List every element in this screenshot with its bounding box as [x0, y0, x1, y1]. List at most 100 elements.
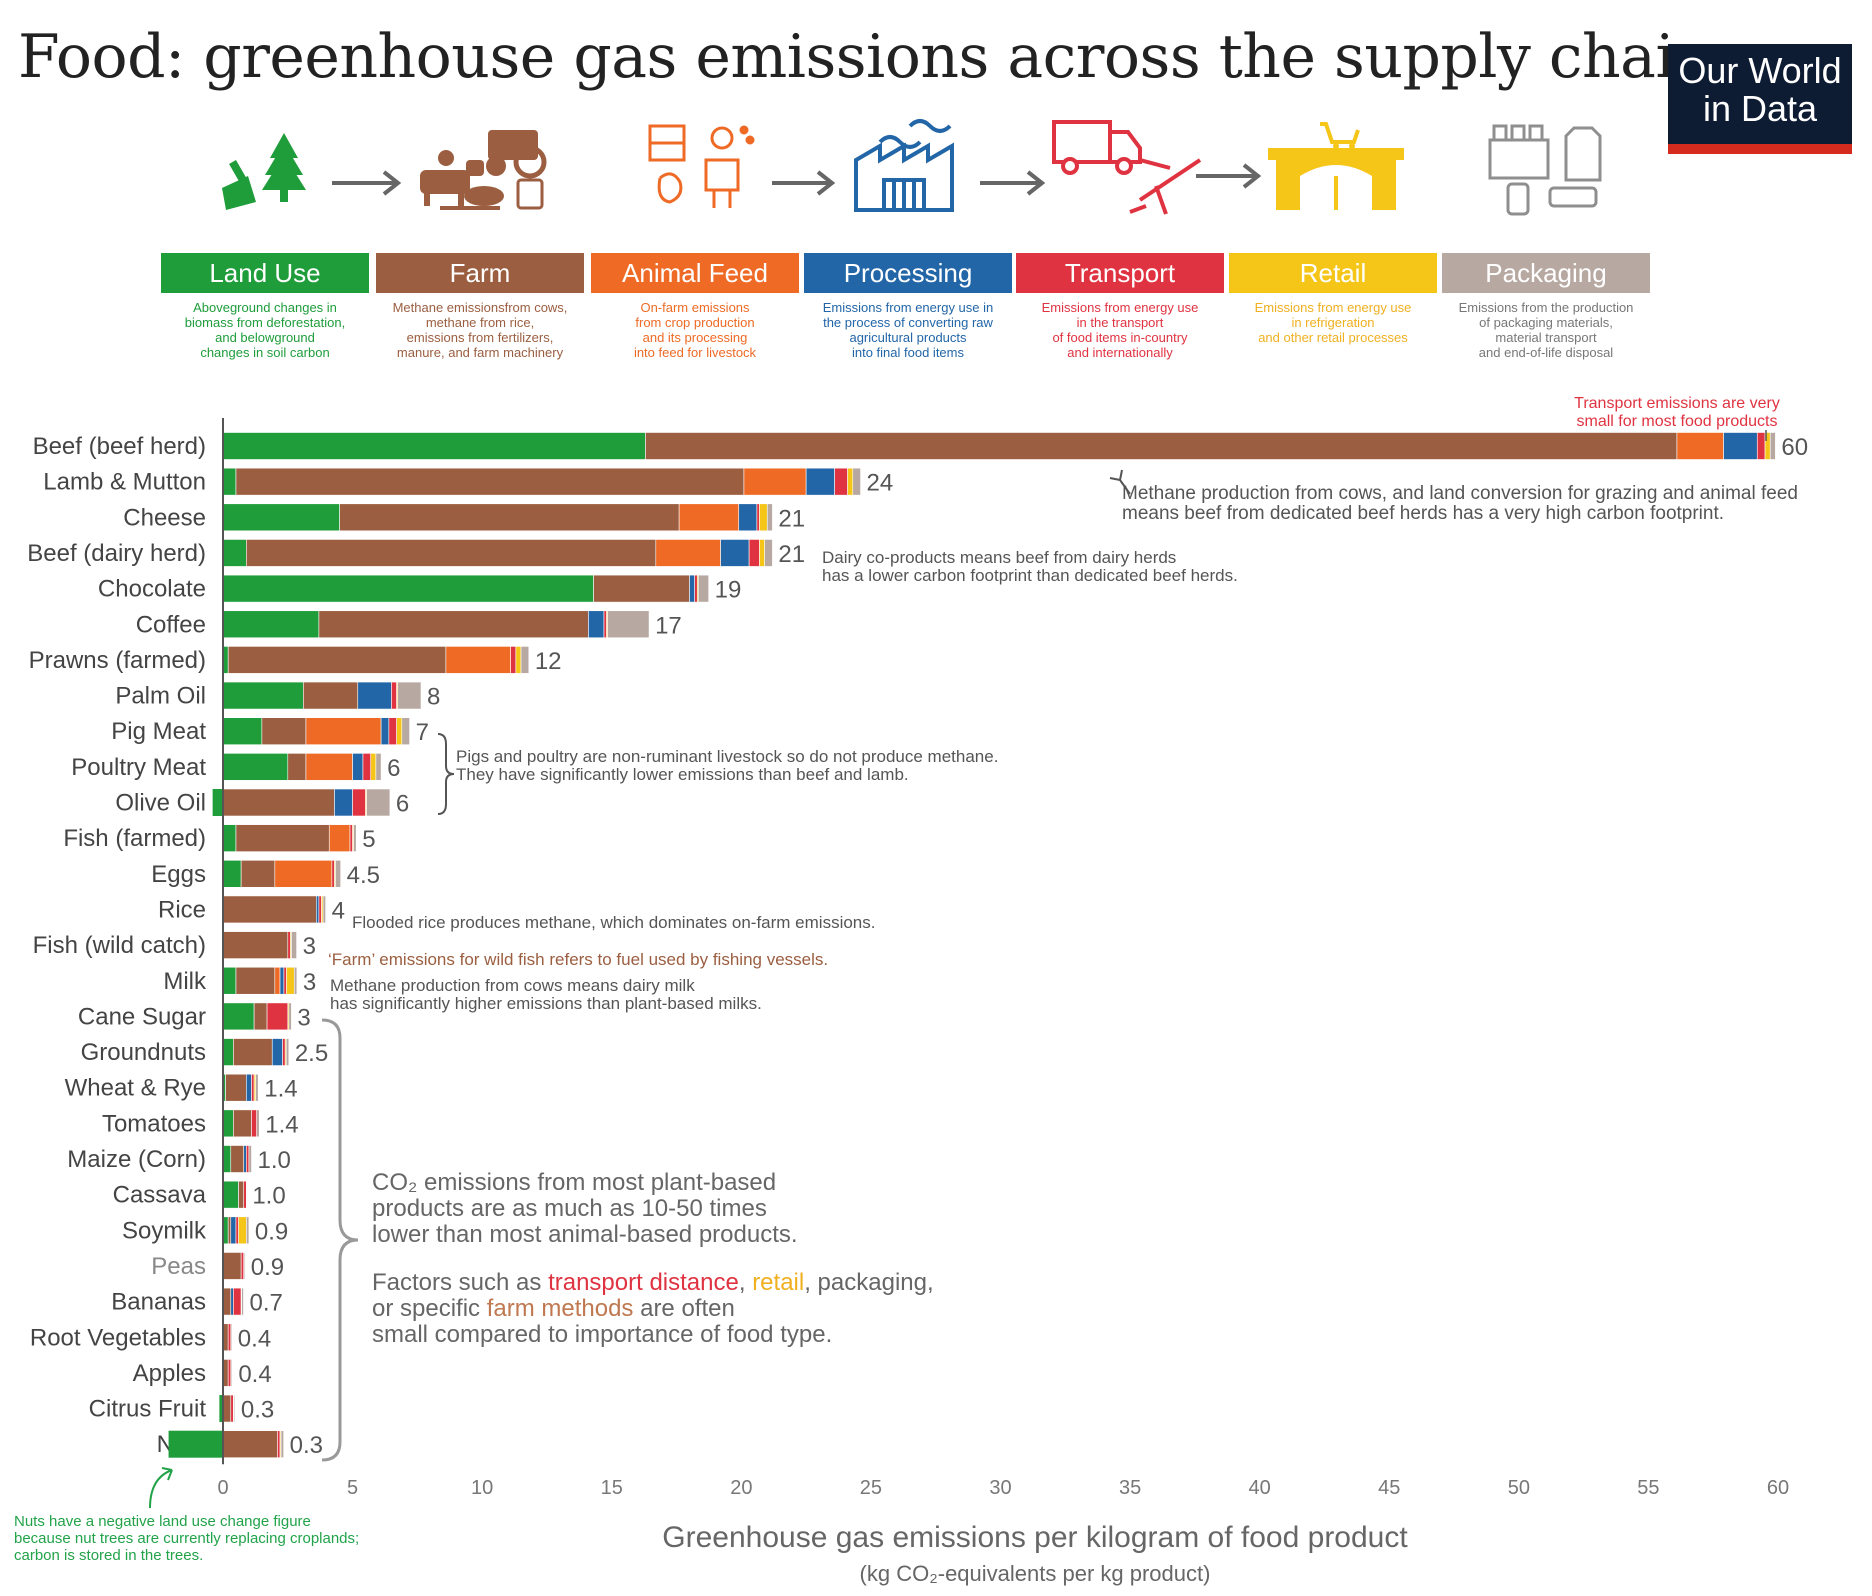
- bar-segment: [352, 788, 366, 817]
- bar-segment: [246, 1145, 250, 1173]
- bar-segment: [222, 824, 237, 852]
- bar-segment: [255, 1073, 259, 1102]
- stage-desc-luc: Aboveground changes in biomass from defor…: [159, 300, 371, 360]
- bar-segment: [222, 574, 594, 603]
- value-label: 1.0: [252, 1183, 285, 1210]
- bar-segment: [274, 859, 333, 888]
- value-label: 0.9: [251, 1254, 284, 1281]
- bar-segment: [277, 1430, 281, 1458]
- stage-label-luc: Land Use Change: [161, 253, 369, 328]
- bar-segment: [251, 1073, 255, 1102]
- factors-transport: transport distance: [548, 1269, 739, 1296]
- stage-label-trans: Transport: [1016, 253, 1224, 293]
- bar-segment: [510, 646, 517, 674]
- bar-segment: [227, 646, 447, 674]
- value-label: 0.4: [238, 1361, 271, 1388]
- bar-segment: [1756, 432, 1766, 460]
- stage-desc-line: of packaging materials,: [1479, 315, 1613, 330]
- value-label: 0.3: [241, 1397, 274, 1424]
- bar-segment: [349, 824, 353, 852]
- bar-segment: [397, 681, 422, 710]
- value-label: 60: [1781, 434, 1808, 461]
- factors-note: Factors such as transport distance, reta…: [372, 1269, 934, 1296]
- bar-segment: [287, 931, 291, 959]
- value-label: 0.7: [249, 1290, 282, 1317]
- bar-segment: [222, 539, 247, 567]
- plant-note: lower than most animal-based products.: [372, 1221, 798, 1248]
- row-label: Palm Oil: [115, 683, 206, 710]
- x-tick-label: 15: [601, 1477, 623, 1499]
- bar-segment: [227, 1359, 232, 1387]
- bar-segment: [322, 895, 326, 924]
- row-label: Cane Sugar: [78, 1003, 206, 1030]
- bar-segment: [222, 432, 646, 460]
- bar-segment: [246, 1216, 250, 1245]
- bar-segment: [222, 966, 237, 995]
- bar-segment: [335, 859, 341, 888]
- row-label: Milk: [163, 968, 207, 995]
- bar-segment: [370, 753, 377, 781]
- bar-segment: [279, 966, 285, 995]
- row-label: Wheat & Rye: [65, 1075, 206, 1102]
- bar-segment: [243, 1252, 246, 1280]
- row-label: Bananas: [111, 1289, 206, 1316]
- bar-segment: [233, 1394, 236, 1423]
- bar-segment: [222, 1145, 232, 1173]
- bar-segment: [328, 824, 351, 852]
- row-label: Apples: [133, 1360, 206, 1387]
- bar-segment: [274, 966, 281, 995]
- truck-plane-icon: [1052, 120, 1202, 215]
- stage-desc-line: biomass from deforestation,: [184, 315, 346, 330]
- stage-desc-line: and end-of-life disposal: [1478, 345, 1614, 360]
- bar-segment: [698, 574, 709, 603]
- nuts-note-line3: carbon is stored in the trees.: [14, 1547, 204, 1564]
- tree-icon: [222, 133, 306, 210]
- bar-segment: [222, 1430, 278, 1458]
- stage-desc-line: of food items in-country: [1052, 330, 1188, 345]
- bar-segment: [222, 681, 304, 710]
- bar-segment: [235, 966, 276, 995]
- value-label: 4: [332, 897, 345, 924]
- stage-desc-line: in refrigeration: [1291, 315, 1375, 330]
- row-label: Olive Oil: [115, 790, 206, 817]
- bar-segment: [315, 895, 320, 924]
- value-label: 7: [416, 719, 429, 746]
- bar-segment: [759, 539, 765, 567]
- stage-desc-line: Emissions from the production: [1458, 300, 1634, 315]
- plant-note: CO₂ emissions from most plant-based: [372, 1169, 776, 1196]
- value-label: 3: [297, 1004, 310, 1031]
- value-label: 17: [655, 612, 682, 639]
- bar-segment: [1723, 432, 1758, 460]
- stage-desc-line: Methane emissionsfrom cows,: [392, 300, 568, 315]
- stage-desc-line: Aboveground changes in: [193, 300, 337, 315]
- bar-segment: [225, 1073, 247, 1102]
- bar-segment: [235, 824, 330, 852]
- bar-segment: [388, 717, 397, 746]
- bar-segment: [243, 1180, 247, 1209]
- bar-segment: [357, 681, 392, 710]
- farm-animals-icon: [420, 130, 547, 210]
- value-label: 0.9: [255, 1218, 288, 1245]
- factors-text: , packaging,: [804, 1269, 933, 1296]
- value-label: 1.4: [265, 1111, 298, 1138]
- bar-segment: [235, 467, 745, 496]
- value-label: 6: [396, 791, 409, 818]
- beef-note: means beef from dedicated beef herds has…: [1122, 503, 1724, 524]
- value-label: 0.3: [290, 1432, 323, 1459]
- bar-segment: [222, 753, 289, 781]
- bar-segment: [515, 646, 522, 674]
- rice-note: Flooded rice produces methane, which dom…: [352, 913, 875, 932]
- stage-desc-trans: Emissions from energy use in the transpor…: [1014, 300, 1226, 360]
- bar-segment: [720, 539, 750, 567]
- x-tick-label: 50: [1508, 1477, 1530, 1499]
- bar-segment: [240, 859, 276, 888]
- transport-note: small for most food products: [1577, 413, 1778, 430]
- stage-desc-line: the process of converting raw: [823, 315, 993, 330]
- bar-segment: [280, 1430, 284, 1458]
- logo-line2: in Data: [1702, 88, 1818, 129]
- stage-desc-line: emissions from fertilizers,: [406, 330, 554, 345]
- bar-segment: [261, 717, 307, 746]
- row-label: Fish (wild catch): [33, 932, 206, 959]
- bar-segment: [738, 503, 758, 532]
- bar-segment: [759, 503, 768, 532]
